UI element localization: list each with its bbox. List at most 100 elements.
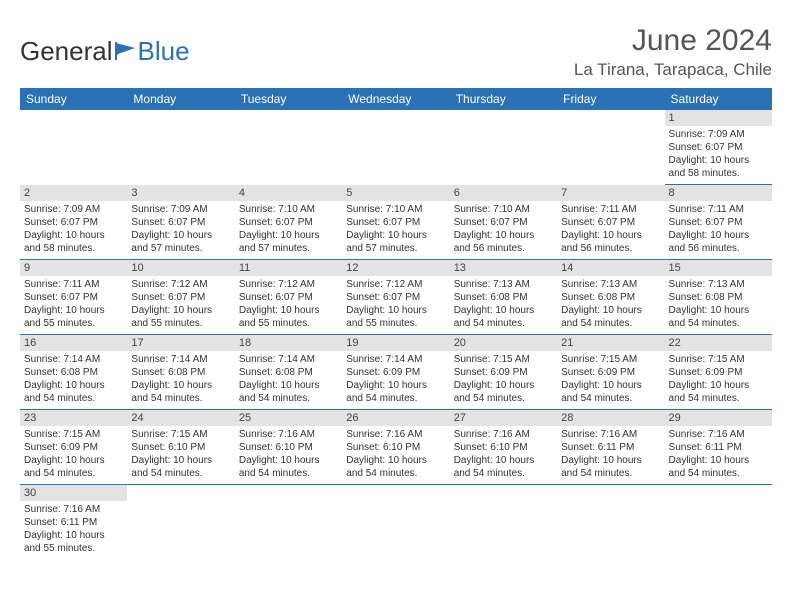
calendar-day-cell: 14 Sunrise: 7:13 AMSunset: 6:08 PMDayligh… — [557, 260, 664, 335]
sunset-line: Sunset: 6:10 PM — [346, 441, 445, 454]
daylight-line: Daylight: 10 hours and 54 minutes. — [239, 379, 338, 405]
calendar-week-row: 23Sunrise: 7:15 AMSunset: 6:09 PMDayligh… — [20, 410, 772, 485]
calendar-day-cell — [450, 110, 557, 185]
daylight-line: Daylight: 10 hours and 57 minutes. — [346, 229, 445, 255]
sunrise-line: Sunrise: 7:16 AM — [24, 503, 123, 516]
daylight-line: Daylight: 10 hours and 54 minutes. — [669, 379, 768, 405]
daylight-line: Daylight: 10 hours and 54 minutes. — [454, 304, 553, 330]
sunrise-line: Sunrise: 7:11 AM — [561, 203, 660, 216]
sunrise-line: Sunrise: 7:12 AM — [346, 278, 445, 291]
day-number: 9 — [20, 260, 127, 276]
day-number: 4 — [235, 185, 342, 201]
calendar-week-row: 9Sunrise: 7:11 AMSunset: 6:07 PMDaylight… — [20, 260, 772, 335]
calendar-day-cell: 21Sunrise: 7:15 AMSunset: 6:09 PMDayligh… — [557, 335, 664, 410]
daylight-line: Daylight: 10 hours and 54 minutes. — [346, 454, 445, 480]
calendar-day-cell: 27Sunrise: 7:16 AMSunset: 6:10 PMDayligh… — [450, 410, 557, 485]
sunrise-line: Sunrise: 7:16 AM — [669, 428, 768, 441]
sunrise-line: Sunrise: 7:11 AM — [669, 203, 768, 216]
calendar-day-cell: 13 Sunrise: 7:13 AMSunset: 6:08 PMDayligh… — [450, 260, 557, 335]
day-number: 6 — [450, 185, 557, 201]
calendar-day-cell: 17Sunrise: 7:14 AMSunset: 6:08 PMDayligh… — [127, 335, 234, 410]
calendar-day-cell: 10Sunrise: 7:12 AMSunset: 6:07 PMDayligh… — [127, 260, 234, 335]
daylight-line: Daylight: 10 hours and 56 minutes. — [454, 229, 553, 255]
day-number: 28 — [557, 410, 664, 426]
sunrise-line: Sunrise: 7:10 AM — [239, 203, 338, 216]
weekday-header: Wednesday — [342, 88, 449, 110]
calendar-day-cell: 8 Sunrise: 7:11 AMSunset: 6:07 PMDaylight… — [665, 185, 772, 260]
daylight-line: Daylight: 10 hours and 54 minutes. — [346, 379, 445, 405]
day-number: 12 — [342, 260, 449, 276]
calendar-day-cell: 7Sunrise: 7:11 AMSunset: 6:07 PMDaylight… — [557, 185, 664, 260]
day-number: 25 — [235, 410, 342, 426]
sunrise-line: Sunrise: 7:15 AM — [561, 353, 660, 366]
calendar-day-cell: 18 Sunrise: 7:14 AMSunset: 6:08 PMDayligh… — [235, 335, 342, 410]
sunset-line: Sunset: 6:07 PM — [346, 216, 445, 229]
weekday-header: Saturday — [665, 88, 772, 110]
sun-info: Sunrise: 7:16 AMSunset: 6:11 PMDaylight:… — [24, 503, 123, 555]
sunset-line: Sunset: 6:07 PM — [239, 216, 338, 229]
sunset-line: Sunset: 6:11 PM — [24, 516, 123, 529]
daylight-line: Daylight: 10 hours and 54 minutes. — [669, 454, 768, 480]
sunrise-line: Sunrise: 7:11 AM — [24, 278, 123, 291]
sunset-line: Sunset: 6:07 PM — [454, 216, 553, 229]
day-number: 18 — [235, 335, 342, 351]
day-number: 29 — [665, 410, 772, 426]
sun-info: Sunrise: 7:12 AMSunset: 6:07 PMDaylight:… — [131, 278, 230, 330]
sunrise-line: Sunrise: 7:16 AM — [239, 428, 338, 441]
sunset-line: Sunset: 6:10 PM — [454, 441, 553, 454]
calendar-day-cell: 12Sunrise: 7:12 AMSunset: 6:07 PMDayligh… — [342, 260, 449, 335]
calendar-day-cell: 29 Sunrise: 7:16 AMSunset: 6:11 PMDayligh… — [665, 410, 772, 485]
day-number: 5 — [342, 185, 449, 201]
sun-info: Sunrise: 7:15 AMSunset: 6:09 PMDaylight:… — [669, 353, 768, 405]
day-number: 8 — [665, 185, 772, 201]
sun-info: Sunrise: 7:13 AMSunset: 6:08 PMDaylight:… — [454, 278, 553, 330]
calendar-week-row: 16Sunrise: 7:14 AMSunset: 6:08 PMDayligh… — [20, 335, 772, 410]
sun-info: Sunrise: 7:11 AMSunset: 6:07 PMDaylight:… — [669, 203, 768, 255]
calendar-week-row: 2Sunrise: 7:09 AMSunset: 6:07 PMDaylight… — [20, 185, 772, 260]
sunset-line: Sunset: 6:07 PM — [24, 291, 123, 304]
sunset-line: Sunset: 6:08 PM — [561, 291, 660, 304]
sun-info: Sunrise: 7:10 AMSunset: 6:07 PMDaylight:… — [454, 203, 553, 255]
calendar-day-cell: 19Sunrise: 7:14 AMSunset: 6:09 PMDayligh… — [342, 335, 449, 410]
daylight-line: Daylight: 10 hours and 57 minutes. — [131, 229, 230, 255]
calendar-day-cell — [450, 485, 557, 560]
daylight-line: Daylight: 10 hours and 55 minutes. — [24, 529, 123, 555]
sunrise-line: Sunrise: 7:10 AM — [454, 203, 553, 216]
daylight-line: Daylight: 10 hours and 55 minutes. — [24, 304, 123, 330]
sunrise-line: Sunrise: 7:09 AM — [24, 203, 123, 216]
calendar-day-cell: 5Sunrise: 7:10 AMSunset: 6:07 PMDaylight… — [342, 185, 449, 260]
sun-info: Sunrise: 7:11 AMSunset: 6:07 PMDaylight:… — [24, 278, 123, 330]
calendar-day-cell — [557, 485, 664, 560]
sunset-line: Sunset: 6:09 PM — [561, 366, 660, 379]
daylight-line: Daylight: 10 hours and 58 minutes. — [669, 154, 768, 180]
day-number: 14 — [557, 260, 664, 276]
sun-info: Sunrise: 7:14 AMSunset: 6:08 PMDaylight:… — [24, 353, 123, 405]
daylight-line: Daylight: 10 hours and 54 minutes. — [561, 304, 660, 330]
sunrise-line: Sunrise: 7:16 AM — [561, 428, 660, 441]
logo: General Blue — [20, 24, 190, 67]
calendar-day-cell: 15Sunrise: 7:13 AMSunset: 6:08 PMDayligh… — [665, 260, 772, 335]
sun-info: Sunrise: 7:12 AMSunset: 6:07 PMDaylight:… — [239, 278, 338, 330]
calendar-week-row: 1Sunrise: 7:09 AMSunset: 6:07 PMDaylight… — [20, 110, 772, 185]
calendar-day-cell: 25 Sunrise: 7:16 AMSunset: 6:10 PMDayligh… — [235, 410, 342, 485]
daylight-line: Daylight: 10 hours and 56 minutes. — [561, 229, 660, 255]
sunrise-line: Sunrise: 7:14 AM — [239, 353, 338, 366]
calendar-day-cell — [235, 485, 342, 560]
sun-info: Sunrise: 7:16 AMSunset: 6:11 PMDaylight:… — [561, 428, 660, 480]
sunset-line: Sunset: 6:07 PM — [669, 141, 768, 154]
sun-info: Sunrise: 7:16 AMSunset: 6:11 PMDaylight:… — [669, 428, 768, 480]
day-number: 3 — [127, 185, 234, 201]
calendar-day-cell: 4Sunrise: 7:10 AMSunset: 6:07 PMDaylight… — [235, 185, 342, 260]
daylight-line: Daylight: 10 hours and 54 minutes. — [131, 379, 230, 405]
sunset-line: Sunset: 6:07 PM — [561, 216, 660, 229]
daylight-line: Daylight: 10 hours and 54 minutes. — [24, 379, 123, 405]
daylight-line: Daylight: 10 hours and 54 minutes. — [24, 454, 123, 480]
day-number: 19 — [342, 335, 449, 351]
sun-info: Sunrise: 7:16 AMSunset: 6:10 PMDaylight:… — [239, 428, 338, 480]
sun-info: Sunrise: 7:14 AMSunset: 6:08 PMDaylight:… — [239, 353, 338, 405]
day-number: 15 — [665, 260, 772, 276]
day-number: 13 — [450, 260, 557, 276]
sunset-line: Sunset: 6:07 PM — [669, 216, 768, 229]
sun-info: Sunrise: 7:13 AMSunset: 6:08 PMDaylight:… — [561, 278, 660, 330]
calendar-table: Sunday Monday Tuesday Wednesday Thursday… — [20, 88, 772, 559]
